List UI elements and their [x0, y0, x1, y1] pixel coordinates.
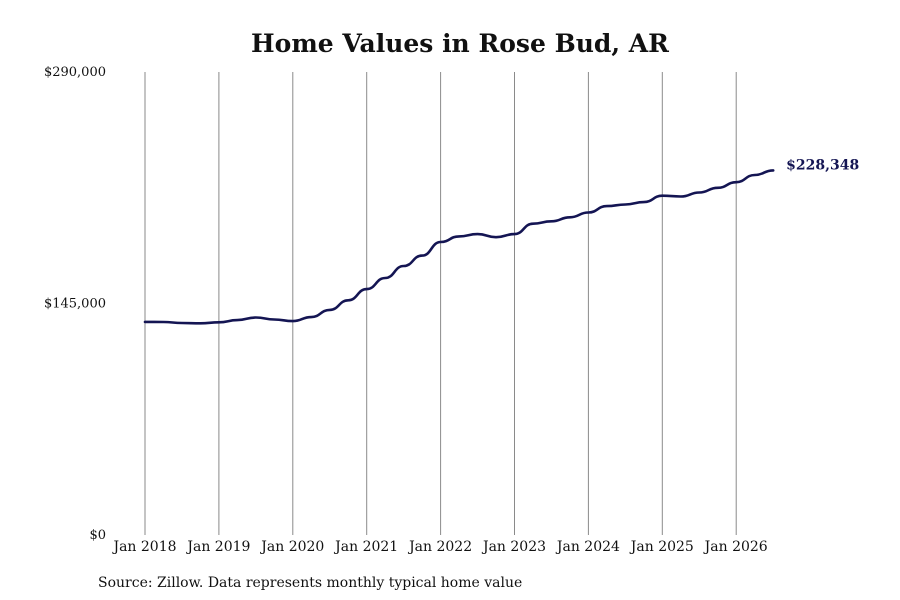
- chart-title: Home Values in Rose Bud, AR: [251, 29, 669, 58]
- series-line-group: [143, 169, 775, 325]
- x-tick-label: Jan 2020: [259, 539, 324, 555]
- x-tick-label: Jan 2026: [703, 539, 768, 555]
- y-axis-ticks: $0 $145,000 $290,000: [44, 65, 106, 543]
- end-value-label: $228,348: [786, 157, 859, 173]
- source-note: Source: Zillow. Data represents monthly …: [98, 575, 522, 591]
- y-tick-label: $145,000: [44, 297, 106, 312]
- x-tick-label: Jan 2022: [407, 539, 472, 555]
- y-tick-label: $0: [89, 528, 106, 543]
- home-value-series-line: [143, 169, 775, 325]
- x-tick-label: Jan 2021: [333, 539, 398, 555]
- x-axis-ticks: Jan 2018 Jan 2019 Jan 2020 Jan 2021 Jan 2022…: [111, 539, 767, 555]
- x-tick-label: Jan 2023: [481, 539, 546, 555]
- x-tick-label: Jan 2025: [629, 539, 694, 555]
- y-tick-label: $290,000: [44, 65, 106, 80]
- x-tick-label: Jan 2019: [185, 539, 250, 555]
- x-tick-label: Jan 2018: [111, 539, 176, 555]
- x-gridlines: [144, 72, 737, 535]
- x-tick-label: Jan 2024: [555, 539, 620, 555]
